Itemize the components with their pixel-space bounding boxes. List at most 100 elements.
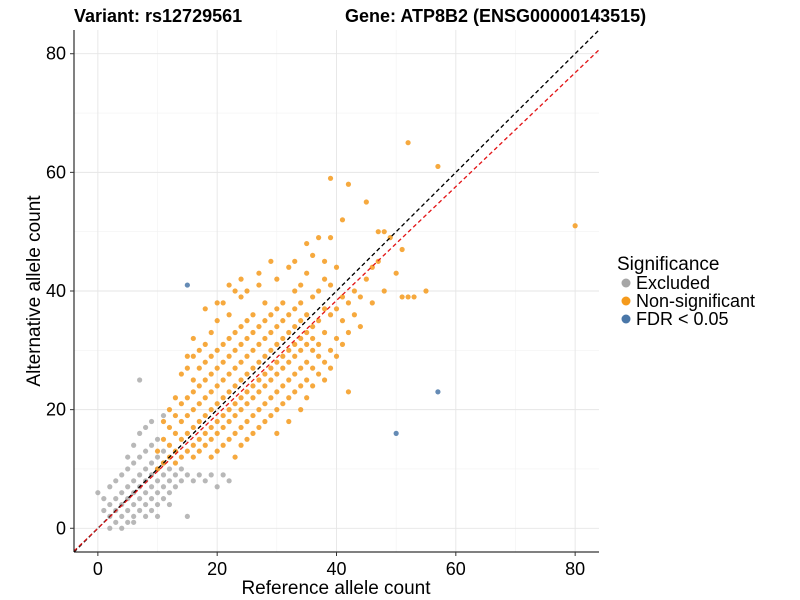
data-point [196,347,202,353]
data-point [274,323,280,330]
data-point [232,430,238,436]
data-point [262,401,268,407]
data-point [280,318,286,324]
series-fdr-0-05 [184,282,441,436]
data-point [125,466,131,472]
data-point [154,448,161,454]
data-point [292,353,298,359]
data-point [190,454,196,460]
data-point [208,407,214,413]
data-point [196,436,202,442]
data-point [268,412,274,419]
data-point [298,365,304,371]
data-point [256,389,262,395]
legend-label-fdr: FDR < 0.05 [636,309,729,329]
data-point [327,235,334,241]
x-axis-title: Reference allele count [241,578,431,599]
data-point [232,454,238,460]
data-point [196,472,202,478]
data-point [262,383,268,389]
data-point [154,436,161,442]
data-point [166,424,173,431]
data-point [131,513,137,520]
data-point [226,436,232,442]
data-point [256,359,262,365]
data-point [148,460,155,466]
data-point [137,377,143,383]
data-point [137,454,143,460]
data-point [298,347,304,353]
data-point [232,365,238,371]
data-point [208,424,214,431]
data-point [148,442,155,448]
data-point [327,365,334,371]
data-point [238,395,244,401]
y-tick-label: 80 [46,44,66,64]
data-point [310,347,316,353]
data-point [256,377,262,383]
data-point [142,448,149,454]
data-point [411,294,417,300]
data-point [184,395,190,401]
data-point [214,365,220,371]
data-point [220,359,226,365]
data-point [316,318,322,324]
data-point [214,430,220,436]
data-point [286,395,292,401]
data-point [393,430,399,436]
legend-label-non-significant: Non-significant [636,291,755,311]
data-point [345,300,352,306]
data-point [405,294,411,300]
data-point [142,513,149,520]
data-point [202,306,208,312]
data-point [226,353,232,359]
data-point [262,335,268,342]
data-point [310,335,316,342]
data-point [142,501,149,508]
data-point [238,424,244,431]
data-point [214,401,220,407]
data-point [238,276,244,282]
data-point [399,246,405,253]
data-point [184,412,190,419]
data-point [250,395,256,401]
data-point [220,300,226,306]
data-point [321,377,328,383]
data-point [369,264,375,270]
legend-item-non-significant: Non-significant [621,291,755,311]
data-point [256,424,262,431]
data-point [268,395,274,401]
data-point [345,389,352,395]
data-point [137,496,143,502]
data-point [238,294,244,300]
data-point [131,519,137,525]
data-point [286,312,292,318]
data-point [119,525,125,531]
data-point [280,353,286,359]
data-point [327,347,334,353]
data-point [202,442,208,448]
data-point [310,252,316,259]
y-axis-title: Alternative allele count [24,195,45,387]
data-point [202,478,208,484]
data-point [178,454,184,460]
data-point [214,484,220,490]
x-tick-label: 40 [326,559,346,579]
data-point [202,395,208,401]
data-point [256,341,262,347]
data-point [280,335,286,342]
data-point [125,454,131,460]
data-point [268,377,274,383]
y-tick-label: 0 [56,518,66,538]
data-point [280,300,286,306]
data-point [339,341,346,347]
data-point [345,329,352,336]
data-point [208,472,214,478]
data-point [214,347,220,353]
data-point [316,235,322,241]
data-point [214,383,220,389]
data-point [244,401,250,407]
data-point [250,383,256,389]
data-point [214,418,220,425]
data-point [137,507,143,514]
